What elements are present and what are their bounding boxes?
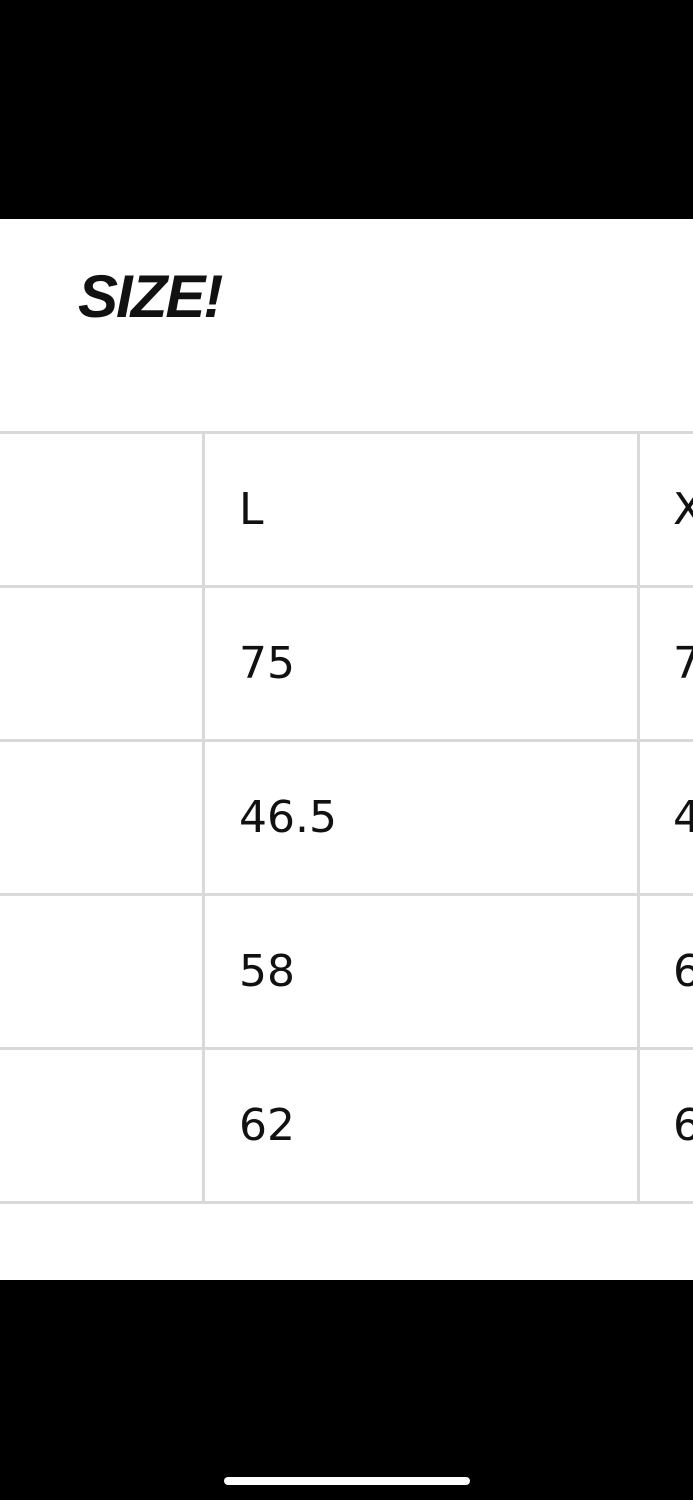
table-row: 75 7: [0, 585, 693, 739]
row-label: [0, 896, 202, 1047]
home-indicator[interactable]: [224, 1477, 470, 1485]
size-cell: 7: [637, 588, 693, 739]
size-cell: 58: [202, 896, 637, 1047]
table-row: 62 6: [0, 1047, 693, 1204]
size-table: L X 75 7 46.5 4 58 6 62 6: [0, 431, 693, 1204]
size-cell: X: [637, 434, 693, 585]
table-row: L X: [0, 431, 693, 585]
row-label: [0, 742, 202, 893]
size-chart-image: [0, 219, 693, 1280]
size-cell: 62: [202, 1050, 637, 1201]
row-label: [0, 434, 202, 585]
size-cell: 6: [637, 896, 693, 1047]
size-cell: 75: [202, 588, 637, 739]
table-row: 58 6: [0, 893, 693, 1047]
size-cell: 4: [637, 742, 693, 893]
size-cell: L: [202, 434, 637, 585]
row-label: [0, 588, 202, 739]
size-cell: 6: [637, 1050, 693, 1201]
size-cell: 46.5: [202, 742, 637, 893]
row-label: [0, 1050, 202, 1201]
size-title: SIZE!: [78, 263, 223, 330]
table-row: 46.5 4: [0, 739, 693, 893]
